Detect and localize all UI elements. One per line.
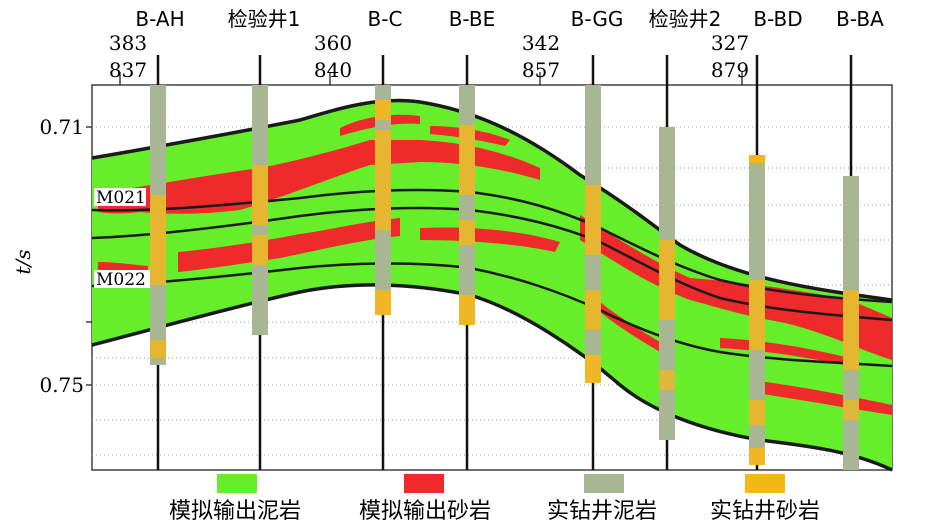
horizon-label-m022: M022 <box>96 270 146 290</box>
well-track-check-1 <box>252 55 268 470</box>
well-name: B-C <box>368 7 403 31</box>
well-name: B-BE <box>449 7 496 31</box>
well-name: B-BD <box>753 7 802 31</box>
sand-layer <box>178 218 400 272</box>
well-track-b-be <box>459 55 475 470</box>
sand-layer <box>420 227 560 252</box>
well-track-b-gg <box>585 55 601 470</box>
simulated-mudstone-body <box>92 100 892 470</box>
well-track-b-ah <box>150 55 166 470</box>
horizon-label-bg <box>94 270 150 288</box>
well-track-b-ba <box>843 55 859 470</box>
well-name: B-AH <box>135 7 184 31</box>
cdp-label-top: 327 <box>711 31 749 55</box>
sand-layer <box>120 140 540 214</box>
legend-label: 实钻井泥岩 <box>547 499 657 524</box>
legend-label: 模拟输出泥岩 <box>169 499 301 524</box>
legend-label: 模拟输出砂岩 <box>359 499 491 524</box>
well-track-b-c <box>375 55 391 470</box>
horizon-label-m021: M021 <box>96 188 146 208</box>
legend-swatch-well-sand <box>745 474 785 493</box>
well-name: B-GG <box>571 7 624 31</box>
y-axis-title: t/s <box>11 249 35 274</box>
well-name: 检验井1 <box>228 7 301 31</box>
legend-swatch-well-mud <box>584 474 624 493</box>
cdp-label-top: 342 <box>522 31 560 55</box>
legend-label: 实钻井砂岩 <box>710 499 820 524</box>
cdp-label-bottom: 840 <box>314 58 352 82</box>
well-tracks <box>150 55 859 470</box>
y-tick-label: 0.75 <box>39 373 84 397</box>
sand-layer <box>600 302 660 352</box>
well-track-b-bd <box>749 55 765 470</box>
legend: 模拟输出泥岩 模拟输出砂岩 实钻井泥岩 实钻井砂岩 <box>169 474 820 524</box>
cdp-label-bottom: 857 <box>522 58 560 82</box>
legend-swatch-mudstone <box>217 474 257 493</box>
frame-ticks <box>86 72 743 386</box>
well-name: B-BA <box>836 7 884 31</box>
y-tick-label: 0.71 <box>39 115 84 139</box>
legend-swatch-sandstone <box>404 474 444 493</box>
cdp-label-top: 383 <box>109 31 147 55</box>
cdp-label-top: 360 <box>314 31 352 55</box>
well-track-check-2 <box>659 55 675 470</box>
well-name: 检验井2 <box>649 7 722 31</box>
cdp-label-bottom: 879 <box>711 58 749 82</box>
horizon-label-bg <box>94 188 146 206</box>
cdp-label-bottom: 837 <box>109 58 147 82</box>
